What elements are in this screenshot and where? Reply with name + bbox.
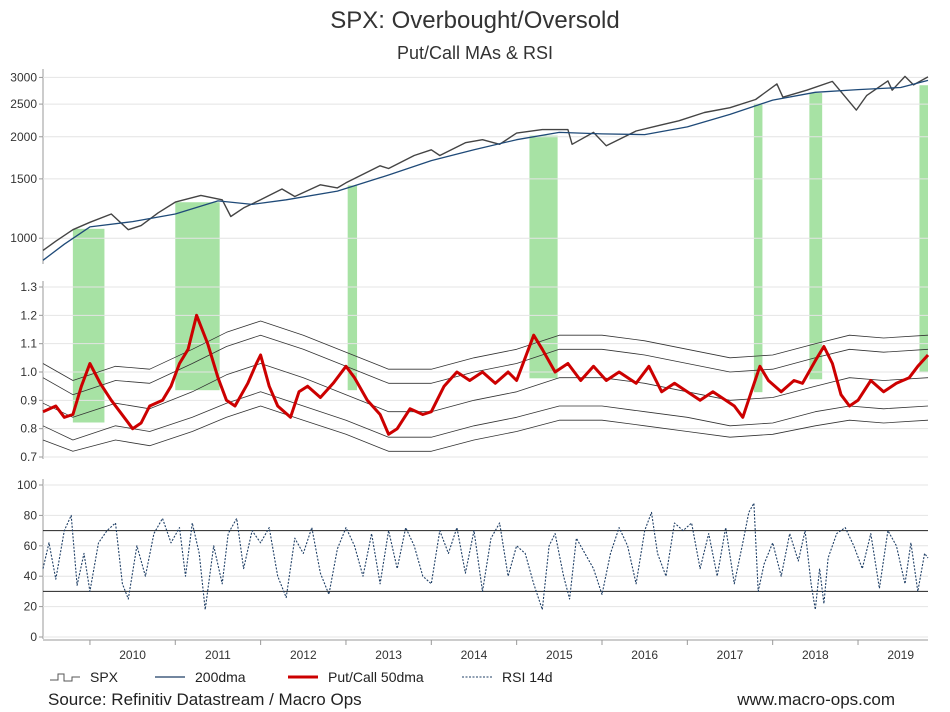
series-put-call-ma-band-2 — [42, 405, 929, 452]
x-axis: 2010 2011 2012 2013 2014 2015 2016 2017 2018 2019 — [89, 640, 914, 662]
y-tick-label: 0.9 — [20, 393, 37, 407]
legend-label: Put/Call 50dma — [328, 669, 424, 685]
y-tick-label: 20 — [24, 600, 38, 614]
y-tick-label: 1.0 — [20, 365, 37, 379]
y-tick-label: 100 — [17, 478, 37, 492]
series-rsi-14d — [42, 502, 929, 611]
x-tick-label: 2010 — [119, 648, 146, 662]
website-label: www.macro-ops.com — [736, 690, 895, 709]
legend-label: RSI 14d — [502, 669, 553, 685]
x-tick-label: 2014 — [461, 648, 488, 662]
y-tick-label: 0.8 — [20, 422, 37, 436]
series-spx — [42, 75, 929, 251]
legend-label: 200dma — [195, 669, 246, 685]
series-put-call-ma-band-2 — [42, 320, 929, 381]
rsi-panel: 0 20 40 60 80 100 — [17, 478, 929, 644]
highlight-region — [529, 135, 558, 379]
x-tick-label: 2013 — [375, 648, 402, 662]
y-tick-label: 1000 — [10, 231, 37, 245]
spx-panel: 1000 1500 2000 2500 3000 — [10, 70, 929, 261]
highlight-region — [753, 103, 763, 393]
x-tick-label: 2011 — [205, 648, 231, 662]
legend-swatch-spx — [50, 673, 80, 682]
y-tick-label: 1500 — [10, 172, 37, 186]
y-tick-label: 1.2 — [20, 308, 37, 322]
y-tick-label: 0.7 — [20, 450, 37, 464]
legend: SPX 200dma Put/Call 50dma RSI 14d — [50, 669, 553, 685]
series-put-call-50dma — [42, 313, 930, 436]
put-call-panel: 0.7 0.8 0.9 1.0 1.1 1.2 1.3 — [20, 280, 930, 464]
chart-title: SPX: Overbought/Oversold — [330, 7, 619, 34]
x-tick-label: 2017 — [717, 648, 744, 662]
highlight-region — [809, 93, 823, 380]
highlight-region — [72, 228, 105, 423]
axes — [42, 69, 928, 641]
y-tick-label: 60 — [24, 539, 38, 553]
x-tick-label: 2015 — [546, 648, 573, 662]
y-tick-label: 2500 — [10, 97, 37, 111]
y-tick-label: 3000 — [10, 70, 37, 84]
x-tick-label: 2016 — [631, 648, 658, 662]
y-tick-label: 1.3 — [20, 280, 37, 294]
y-tick-label: 2000 — [10, 130, 37, 144]
y-tick-label: 1.1 — [20, 337, 37, 351]
series-put-call-ma-band-1 — [42, 391, 929, 441]
y-tick-label: 0 — [30, 630, 37, 644]
source-note: Source: Refinitiv Datastream / Macro Ops — [48, 690, 362, 709]
x-tick-label: 2012 — [290, 648, 317, 662]
legend-label: SPX — [90, 669, 119, 685]
x-tick-label: 2019 — [887, 648, 914, 662]
series-200dma — [42, 79, 929, 261]
chart-subtitle: Put/Call MAs & RSI — [397, 43, 553, 63]
highlight-region — [347, 185, 358, 391]
y-tick-label: 40 — [24, 569, 38, 583]
y-tick-label: 80 — [24, 508, 38, 522]
highlight-regions — [72, 85, 928, 423]
x-tick-label: 2018 — [802, 648, 829, 662]
highlight-region — [919, 85, 928, 373]
series-put-call-ma-band-mid — [42, 363, 929, 418]
